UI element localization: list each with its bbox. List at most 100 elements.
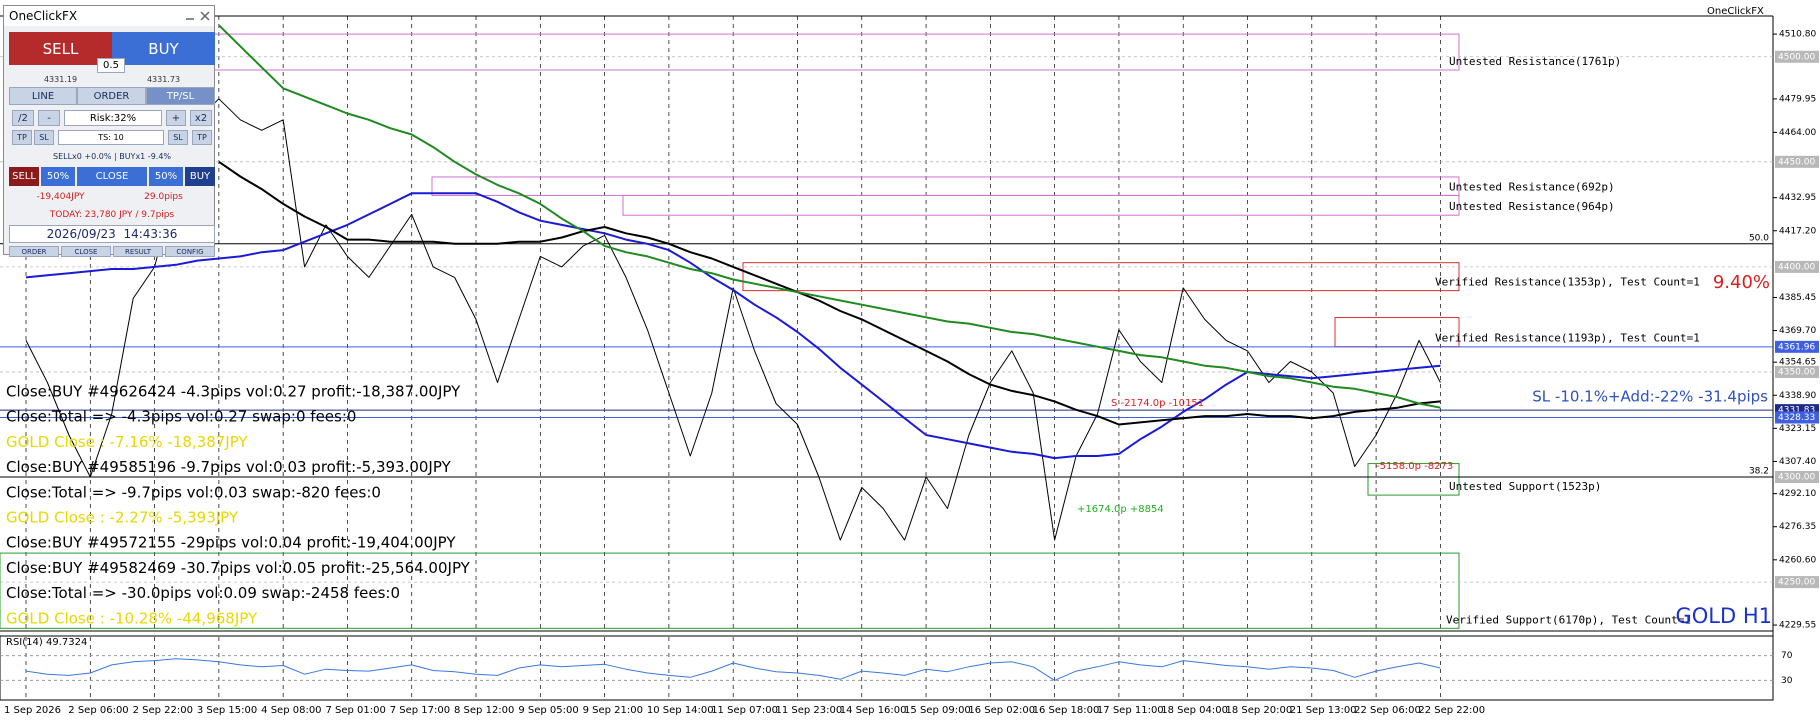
y-tick-label: 4323.15 <box>1779 424 1816 434</box>
y-tick-label: 4354.65 <box>1779 358 1816 368</box>
series-line <box>25 192 1441 460</box>
x-tick-label: 3 Sep 15:00 <box>197 705 257 716</box>
lot-button[interactable]: /2 <box>12 110 34 126</box>
x-tick-label: 18 Sep 20:00 <box>1226 705 1293 716</box>
log-line: Close:BUY #49626424 -4.3pips vol:0.27 pr… <box>6 383 461 401</box>
y-tick-label: 4464.00 <box>1779 128 1816 138</box>
level-tag <box>1775 50 1819 63</box>
level-tag <box>1775 576 1819 589</box>
zone-label: Untested Support(1523p) <box>1449 480 1601 493</box>
level-tag-label: 4350.00 <box>1778 367 1815 377</box>
buy-button[interactable]: BUY <box>112 32 215 65</box>
zone-label: Untested Resistance(964p) <box>1449 200 1615 213</box>
level-tag <box>1775 365 1819 378</box>
profit-label: -19,404JPY <box>36 191 85 202</box>
trade-label: -5158.0p -8273 <box>1376 461 1453 472</box>
brand-label: OneClickFX <box>1707 6 1764 17</box>
close-sell-button[interactable]: SELL <box>9 167 39 186</box>
y-tick-label: 4510.80 <box>1779 30 1816 40</box>
level-tag <box>1775 411 1819 424</box>
y-tick-label: 4229.55 <box>1779 621 1816 631</box>
zone-label: Verified Support(6170p), Test Count=1 <box>1446 613 1691 626</box>
zone-label: Verified Resistance(1353p), Test Count=1 <box>1435 276 1700 289</box>
datetime-label: 2026/09/23 14:43:36 <box>9 225 215 243</box>
x-tick-label: 9 Sep 21:00 <box>583 705 643 716</box>
level-tag-label: 4331.83 <box>1778 406 1815 416</box>
sl-button[interactable]: SL <box>168 130 188 145</box>
trailing-input[interactable]: TS: 10 <box>58 130 164 145</box>
x-tick-label: 21 Sep 13:00 <box>1290 705 1357 716</box>
footer-button[interactable]: ORDER <box>9 246 59 257</box>
level-tag <box>1775 155 1819 168</box>
today-label: TODAY: 23,780 JPY / 9.7pips <box>49 209 175 220</box>
fib-label: 38.2 <box>1749 467 1769 477</box>
lot-button[interactable]: x2 <box>190 110 212 126</box>
trade-label: +1674.0p +8854 <box>1077 504 1164 515</box>
window-controls[interactable] <box>184 10 212 22</box>
log-line: Close:Total => -4.3pips vol:0.27 swap:0 … <box>6 408 356 426</box>
close-half-button[interactable]: 50% <box>149 167 183 186</box>
close-buy-button[interactable]: BUY <box>185 167 215 186</box>
close-all-button[interactable]: CLOSE <box>77 167 147 186</box>
x-tick-label: 1 Sep 2026 <box>4 705 61 716</box>
tab[interactable]: ORDER <box>77 87 146 105</box>
log-line: Close:BUY #49582469 -30.7pips vol:0.05 p… <box>6 559 471 577</box>
symbol-label: GOLD H1 <box>1676 604 1773 628</box>
order-panel: OneClickFX SELL BUY 0.5 4331.19 4331.73 … <box>3 5 215 257</box>
x-tick-label: 7 Sep 17:00 <box>390 705 450 716</box>
y-tick-label: 4292.10 <box>1779 489 1816 499</box>
y-tick-label: 4369.70 <box>1779 326 1816 336</box>
tp-button[interactable]: TP <box>12 130 32 145</box>
rsi-tick-label: 70 <box>1781 651 1793 661</box>
fib-label: 50.0 <box>1749 233 1769 243</box>
risk-input[interactable]: Risk:32% <box>64 110 162 126</box>
level-tag-label: 4400.00 <box>1778 262 1815 272</box>
close-half-button[interactable]: 50% <box>41 167 75 186</box>
x-tick-label: 11 Sep 07:00 <box>711 705 778 716</box>
x-tick-label: 14 Sep 16:00 <box>840 705 907 716</box>
sell-button[interactable]: SELL <box>9 32 112 65</box>
lot-button[interactable]: + <box>166 110 186 126</box>
rsi-tick-label: 30 <box>1781 676 1793 686</box>
x-tick-label: 22 Sep 22:00 <box>1418 705 1485 716</box>
y-tick-label: 4417.20 <box>1779 226 1816 236</box>
level-tag-label: 4328.33 <box>1778 413 1815 423</box>
y-tick-label: 4260.60 <box>1779 555 1816 565</box>
y-tick-label: 4276.35 <box>1779 522 1816 532</box>
position-status: SELLx0 +0.0% | BUYx1 -9.4% <box>52 152 172 161</box>
footer-button[interactable]: CLOSE <box>61 246 111 257</box>
pips-label: 29.0pips <box>144 191 183 202</box>
zone-label: Untested Resistance(692p) <box>1449 180 1615 193</box>
tp-button[interactable]: TP <box>192 130 212 145</box>
y-tick-label: 4307.40 <box>1779 457 1816 467</box>
log-line: Close:BUY #49572155 -29pips vol:0.04 pro… <box>6 534 456 552</box>
panel-title: OneClickFX <box>4 6 214 26</box>
zone <box>0 552 1460 629</box>
x-tick-label: 4 Sep 08:00 <box>261 705 321 716</box>
level-tag <box>1775 260 1819 273</box>
level-tag-label: 4361.96 <box>1778 342 1815 352</box>
lot-input[interactable]: 0.5 <box>97 58 125 73</box>
footer-button[interactable]: RESULT <box>113 246 163 257</box>
lot-button[interactable]: - <box>38 110 60 126</box>
tab[interactable]: TP/SL <box>146 87 215 105</box>
x-tick-label: 8 Sep 12:00 <box>454 705 514 716</box>
level-tag-label: 4450.00 <box>1778 157 1815 167</box>
sl-button[interactable]: SL <box>34 130 54 145</box>
x-tick-label: 16 Sep 18:00 <box>1033 705 1100 716</box>
zone-label: Untested Resistance(1761p) <box>1449 55 1621 68</box>
rsi-title: RSI(14) 49.7324 <box>6 637 87 648</box>
x-tick-label: 18 Sep 04:00 <box>1161 705 1228 716</box>
footer-button[interactable]: CONFIG <box>165 246 215 257</box>
level-tag <box>1775 471 1819 484</box>
x-tick-label: 2 Sep 06:00 <box>68 705 128 716</box>
level-tag-label: 4250.00 <box>1778 578 1815 588</box>
tab[interactable]: LINE <box>9 87 77 105</box>
ask-price: 4331.73 <box>146 74 181 84</box>
y-tick-label: 4338.90 <box>1779 391 1816 401</box>
x-tick-label: 10 Sep 14:00 <box>647 705 714 716</box>
x-tick-label: 9 Sep 05:00 <box>518 705 578 716</box>
